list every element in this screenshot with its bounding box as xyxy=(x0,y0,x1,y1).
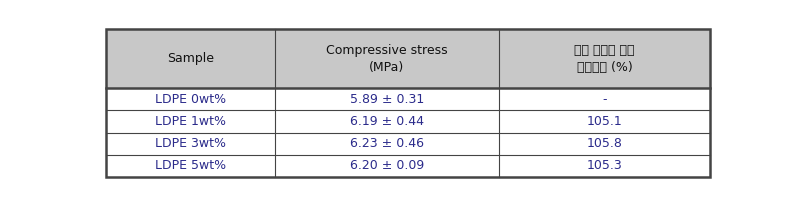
Text: Compressive stress
(MPa): Compressive stress (MPa) xyxy=(326,44,447,74)
Bar xyxy=(275,88,498,110)
Text: -: - xyxy=(603,93,607,106)
Text: LDPE 0wt%: LDPE 0wt% xyxy=(154,93,226,106)
Text: 105.1: 105.1 xyxy=(587,115,622,128)
Text: LDPE 1wt%: LDPE 1wt% xyxy=(154,115,226,128)
Bar xyxy=(106,88,275,110)
Text: LDPE 3wt%: LDPE 3wt% xyxy=(154,137,226,150)
Bar xyxy=(275,155,498,177)
Text: 5.89 ± 0.31: 5.89 ± 0.31 xyxy=(349,93,424,106)
Text: 범용 포장재 대비
천공강도 (%): 범용 포장재 대비 천공강도 (%) xyxy=(574,44,634,74)
Text: 6.19 ± 0.44: 6.19 ± 0.44 xyxy=(349,115,423,128)
Text: 6.23 ± 0.46: 6.23 ± 0.46 xyxy=(349,137,423,150)
Text: 6.20 ± 0.09: 6.20 ± 0.09 xyxy=(349,159,424,172)
Bar xyxy=(275,133,498,155)
Bar xyxy=(106,133,275,155)
Bar xyxy=(498,133,710,155)
Bar xyxy=(275,29,498,88)
Text: Sample: Sample xyxy=(167,52,214,65)
Bar xyxy=(106,155,275,177)
Bar xyxy=(498,155,710,177)
Bar xyxy=(106,110,275,133)
Bar xyxy=(106,29,275,88)
Bar xyxy=(275,110,498,133)
Text: 105.3: 105.3 xyxy=(587,159,622,172)
Bar xyxy=(498,29,710,88)
Text: 105.8: 105.8 xyxy=(587,137,622,150)
Bar xyxy=(498,110,710,133)
Bar xyxy=(498,88,710,110)
Text: LDPE 5wt%: LDPE 5wt% xyxy=(154,159,226,172)
